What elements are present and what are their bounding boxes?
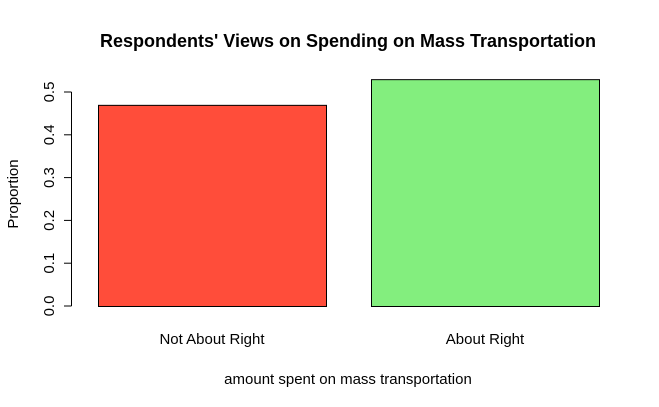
x-tick-labels: Not About Right About Right: [159, 331, 525, 348]
y-tick-label: 0.2: [41, 210, 58, 231]
y-ticks: 0.0 0.1 0.2 0.3 0.4 0.5: [41, 82, 72, 317]
y-tick-label: 0.0: [41, 296, 58, 317]
y-tick-label: 0.1: [41, 253, 58, 274]
chart-title: Respondents' Views on Spending on Mass T…: [100, 31, 596, 51]
bar-1: [371, 79, 600, 307]
bars: [98, 79, 600, 307]
x-tick-label: About Right: [446, 331, 525, 348]
bar-0: [98, 104, 327, 307]
y-tick-label: 0.4: [41, 124, 58, 145]
y-tick-label: 0.5: [41, 82, 58, 103]
x-tick-label: Not About Right: [159, 331, 265, 348]
y-axis-label: Proportion: [5, 159, 22, 228]
x-axis-label: amount spent on mass transportation: [224, 371, 472, 388]
y-axis: 0.0 0.1 0.2 0.3 0.4 0.5: [41, 82, 72, 317]
y-tick-label: 0.3: [41, 167, 58, 188]
